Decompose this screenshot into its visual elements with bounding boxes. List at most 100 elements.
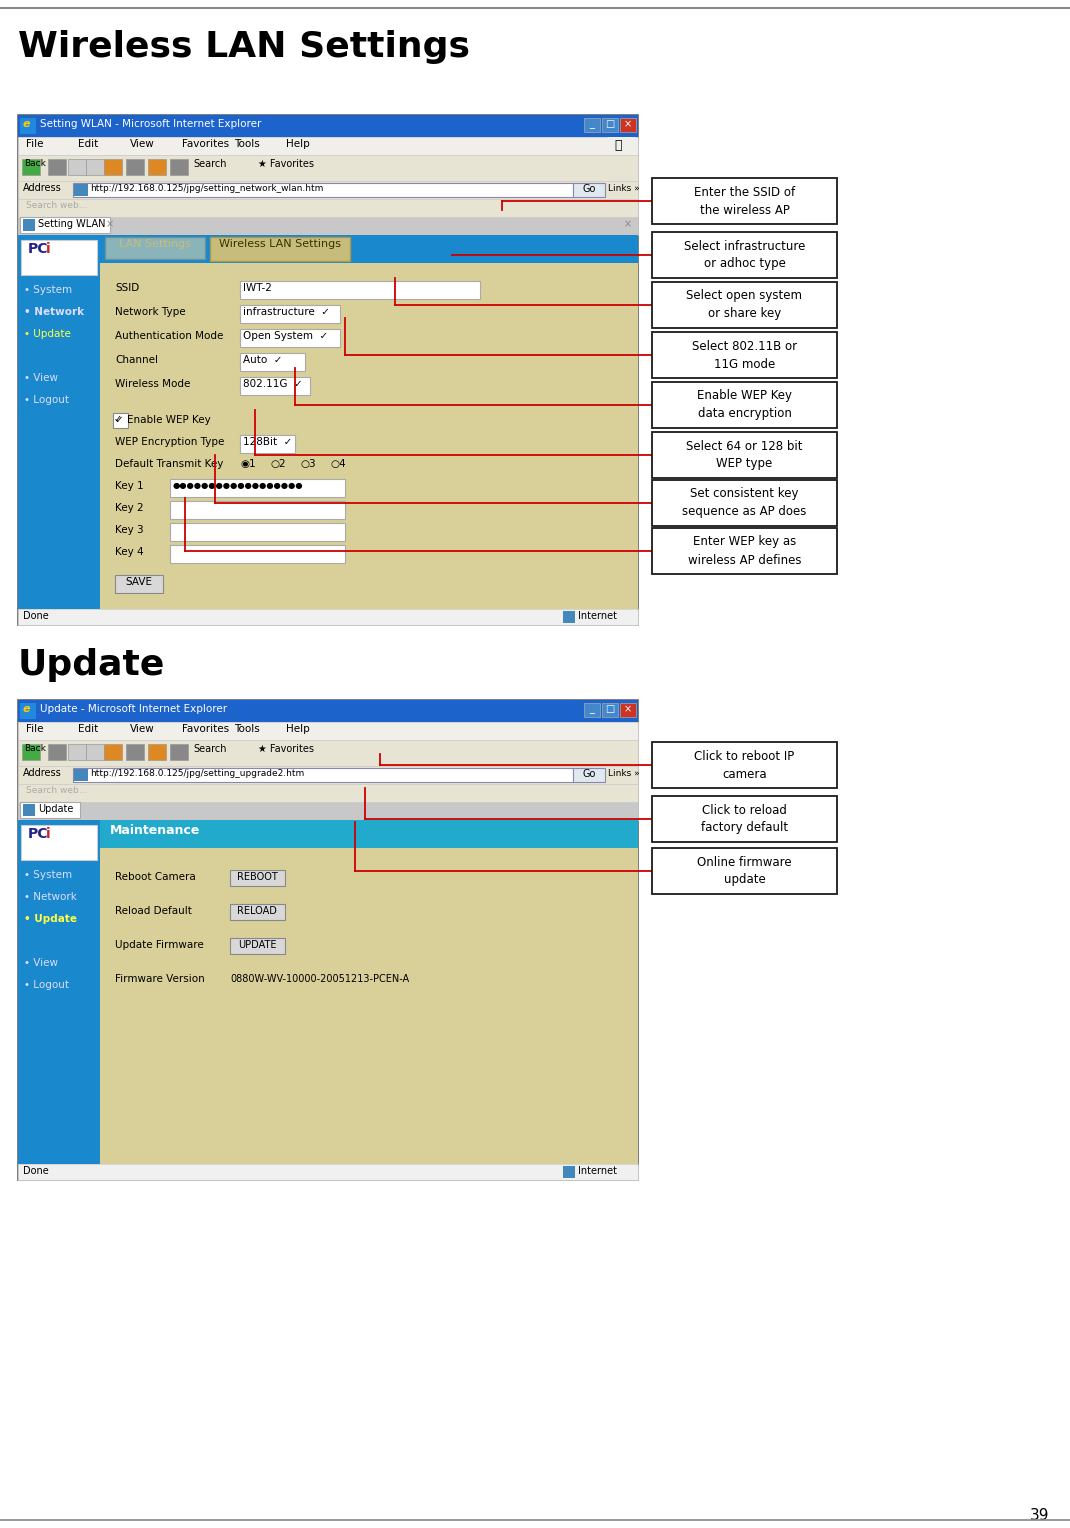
Text: e: e	[22, 119, 31, 128]
Text: PC: PC	[28, 827, 48, 840]
Bar	[574, 183, 605, 197]
Text: Network Type: Network Type	[114, 307, 185, 316]
Bar	[21, 825, 97, 860]
Bar	[100, 848, 638, 1164]
Bar	[563, 1166, 575, 1178]
Text: Select open system
or share key: Select open system or share key	[687, 289, 802, 321]
Bar	[73, 769, 574, 782]
Bar	[652, 432, 837, 478]
Text: ×: ×	[624, 704, 632, 714]
Bar	[100, 821, 638, 848]
Text: SSID: SSID	[114, 283, 139, 293]
Text: □: □	[606, 119, 614, 128]
Text: Go: Go	[582, 183, 596, 194]
Text: Wireless LAN Settings: Wireless LAN Settings	[18, 31, 470, 64]
Text: _: _	[590, 704, 595, 714]
Text: ★ Favorites: ★ Favorites	[258, 744, 314, 753]
Text: Wireless LAN Settings: Wireless LAN Settings	[219, 238, 341, 249]
Text: Back: Back	[24, 744, 46, 753]
Text: Setting WLAN - Microsoft Internet Explorer: Setting WLAN - Microsoft Internet Explor…	[40, 119, 261, 128]
Bar	[104, 159, 122, 176]
Bar	[73, 183, 574, 197]
Text: • Network: • Network	[24, 892, 77, 902]
Bar	[584, 703, 600, 717]
Text: • System: • System	[24, 869, 72, 880]
Bar	[18, 766, 638, 784]
Bar	[20, 118, 36, 134]
Text: Go: Go	[582, 769, 596, 779]
Bar	[20, 802, 80, 817]
Bar	[22, 804, 35, 816]
Bar	[652, 480, 837, 526]
Text: View: View	[129, 724, 155, 733]
Bar	[170, 478, 345, 497]
Text: ✓: ✓	[114, 414, 122, 423]
Text: PC: PC	[28, 241, 48, 257]
Bar	[170, 159, 188, 176]
Bar	[22, 159, 44, 177]
Text: ✓ Enable WEP Key: ✓ Enable WEP Key	[114, 416, 211, 425]
Text: ×: ×	[624, 119, 632, 128]
Text: i: i	[46, 827, 50, 840]
Bar	[210, 237, 350, 261]
Bar	[18, 180, 638, 199]
Bar	[48, 744, 66, 759]
Bar	[240, 435, 295, 452]
Bar	[602, 118, 618, 131]
Bar	[18, 610, 638, 625]
Text: ×: ×	[624, 219, 632, 229]
Text: ○2: ○2	[270, 458, 286, 469]
Bar	[18, 1164, 638, 1180]
Text: Edit: Edit	[78, 139, 98, 150]
Text: Channel: Channel	[114, 354, 158, 365]
Bar	[602, 703, 618, 717]
Bar	[20, 217, 110, 232]
Text: RELOAD: RELOAD	[238, 906, 277, 915]
Text: File: File	[26, 139, 44, 150]
Bar	[18, 700, 638, 1180]
Bar	[652, 177, 837, 225]
Bar	[21, 240, 97, 275]
Bar	[170, 523, 345, 541]
Text: Select 64 or 128 bit
WEP type: Select 64 or 128 bit WEP type	[686, 440, 802, 471]
Bar	[68, 744, 86, 759]
Text: Done: Done	[22, 611, 49, 620]
Bar	[18, 700, 638, 723]
Bar	[18, 723, 638, 740]
Text: Help: Help	[286, 139, 309, 150]
Bar	[18, 235, 638, 610]
Text: Maintenance: Maintenance	[110, 824, 200, 837]
Text: Select 802.11B or
11G mode: Select 802.11B or 11G mode	[692, 339, 797, 370]
Text: i: i	[46, 241, 50, 257]
Text: Select infrastructure
or adhoc type: Select infrastructure or adhoc type	[684, 240, 806, 270]
Text: Search: Search	[193, 744, 227, 753]
Bar	[620, 703, 636, 717]
Text: 0880W-WV-10000-20051213-PCEN-A: 0880W-WV-10000-20051213-PCEN-A	[230, 973, 409, 984]
Text: ○4: ○4	[330, 458, 346, 469]
Text: Open System  ✓: Open System ✓	[243, 332, 328, 341]
Text: Setting WLAN: Setting WLAN	[39, 219, 106, 229]
Text: Done: Done	[22, 1166, 49, 1177]
Text: infrastructure  ✓: infrastructure ✓	[243, 307, 330, 316]
Text: Enter the SSID of
the wireless AP: Enter the SSID of the wireless AP	[694, 185, 795, 217]
Bar	[563, 611, 575, 623]
Bar	[18, 199, 638, 217]
Text: Back: Back	[24, 159, 46, 168]
Text: ×: ×	[106, 219, 114, 229]
Text: • View: • View	[24, 373, 58, 384]
Text: Reload Default: Reload Default	[114, 906, 192, 915]
Text: Update - Microsoft Internet Explorer: Update - Microsoft Internet Explorer	[40, 704, 227, 714]
Bar	[18, 821, 638, 1164]
Text: Favorites: Favorites	[182, 724, 229, 733]
Text: SAVE: SAVE	[125, 578, 153, 587]
Bar	[22, 219, 35, 231]
Bar	[18, 138, 638, 154]
Bar	[652, 382, 837, 428]
Bar	[170, 501, 345, 520]
Bar	[240, 377, 310, 396]
Bar	[170, 545, 345, 562]
Text: 39: 39	[1030, 1508, 1050, 1522]
Text: ●●●●●●●●●●●●●●●●●●: ●●●●●●●●●●●●●●●●●●	[173, 481, 304, 490]
Text: • System: • System	[24, 286, 72, 295]
Bar	[74, 183, 88, 196]
